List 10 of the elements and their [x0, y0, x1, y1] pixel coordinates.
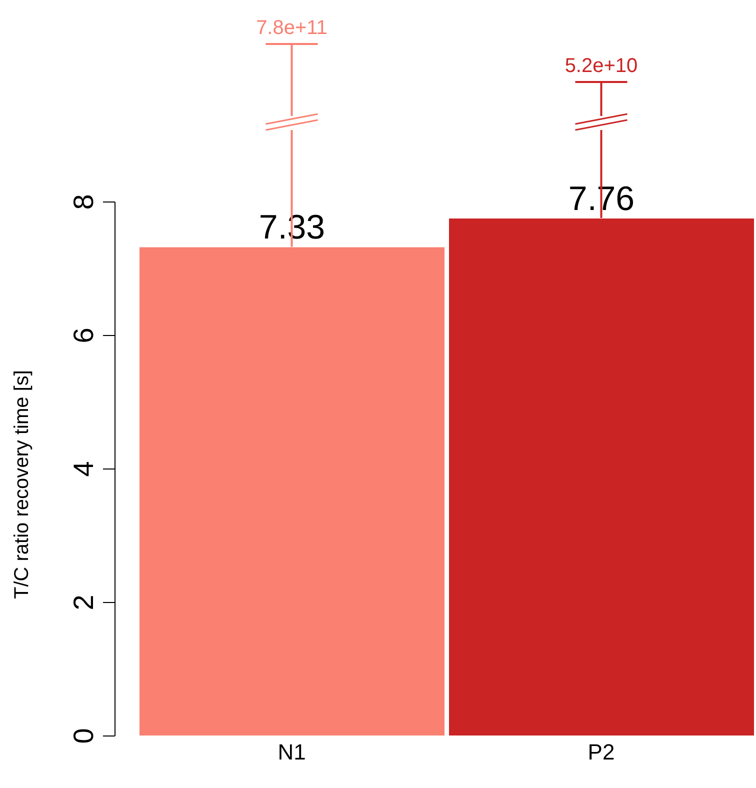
y-tick-label: 6	[68, 328, 99, 344]
annotation: 7.8e+11	[256, 17, 328, 39]
annotation: 5.2e+10	[564, 55, 638, 77]
y-tick-label: 2	[68, 594, 99, 610]
x-tick-label: P2	[588, 740, 615, 765]
y-tick-label: 0	[68, 728, 99, 744]
x-tick-label: N1	[278, 740, 306, 765]
y-tick-label: 8	[68, 194, 99, 210]
y-axis-title: T/C ratio recovery time [s]	[11, 370, 34, 599]
y-tick-label: 4	[68, 461, 99, 477]
